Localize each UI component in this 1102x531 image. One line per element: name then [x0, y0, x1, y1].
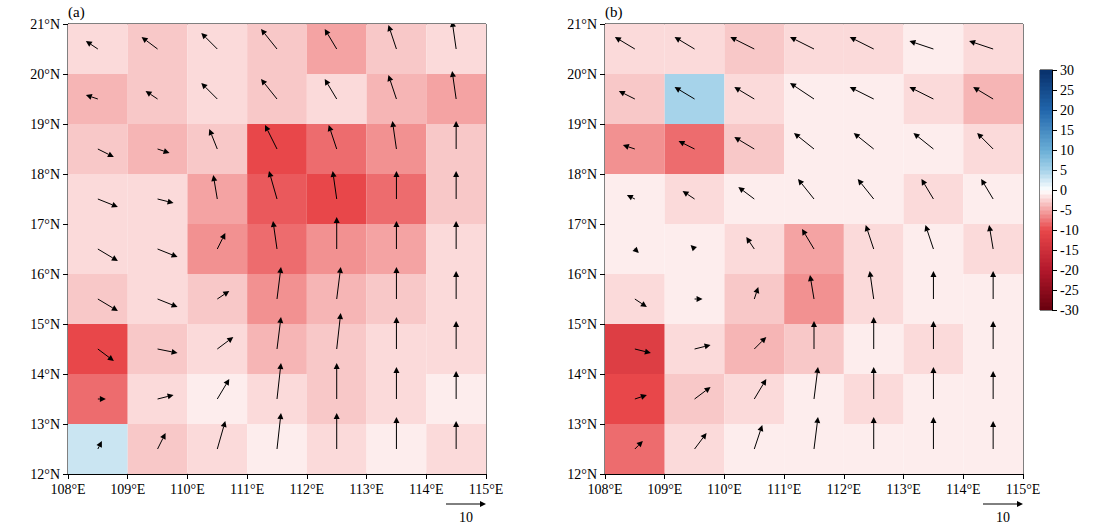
svg-text:12°N: 12°N [567, 467, 597, 482]
svg-text:110°E: 110°E [707, 482, 742, 497]
svg-text:(b): (b) [605, 4, 623, 21]
svg-text:108°E: 108°E [50, 482, 85, 497]
svg-text:10: 10 [996, 510, 1010, 525]
svg-text:12°N: 12°N [30, 467, 60, 482]
svg-text:112°E: 112°E [290, 482, 325, 497]
svg-text:110°E: 110°E [170, 482, 205, 497]
svg-text:115°E: 115°E [1006, 482, 1041, 497]
svg-text:14°N: 14°N [567, 367, 597, 382]
svg-text:21°N: 21°N [567, 17, 597, 32]
svg-text:14°N: 14°N [30, 367, 60, 382]
svg-text:109°E: 109°E [110, 482, 145, 497]
svg-text:17°N: 17°N [30, 217, 60, 232]
svg-text:-20: -20 [1060, 263, 1079, 278]
svg-text:113°E: 113°E [886, 482, 921, 497]
svg-text:20°N: 20°N [30, 67, 60, 82]
svg-text:111°E: 111°E [230, 482, 264, 497]
svg-text:0: 0 [1060, 183, 1067, 198]
svg-text:(a): (a) [68, 4, 85, 21]
svg-text:20: 20 [1060, 103, 1074, 118]
svg-text:13°N: 13°N [567, 417, 597, 432]
svg-text:111°E: 111°E [767, 482, 801, 497]
svg-text:20°N: 20°N [567, 67, 597, 82]
svg-text:18°N: 18°N [567, 167, 597, 182]
svg-text:-15: -15 [1060, 243, 1079, 258]
svg-text:-25: -25 [1060, 283, 1079, 298]
svg-text:114°E: 114°E [409, 482, 444, 497]
svg-text:108°E: 108°E [587, 482, 622, 497]
svg-text:15: 15 [1060, 123, 1074, 138]
svg-text:15°N: 15°N [30, 317, 60, 332]
svg-text:-5: -5 [1060, 203, 1072, 218]
svg-text:113°E: 113°E [349, 482, 384, 497]
svg-text:-30: -30 [1060, 303, 1079, 318]
svg-text:5: 5 [1060, 163, 1067, 178]
svg-text:30: 30 [1060, 63, 1074, 78]
svg-text:112°E: 112°E [827, 482, 862, 497]
svg-text:19°N: 19°N [30, 117, 60, 132]
svg-text:25: 25 [1060, 83, 1074, 98]
svg-text:15°N: 15°N [567, 317, 597, 332]
svg-text:114°E: 114°E [946, 482, 981, 497]
svg-text:18°N: 18°N [30, 167, 60, 182]
svg-text:10: 10 [459, 510, 473, 525]
svg-text:16°N: 16°N [567, 267, 597, 282]
svg-text:115°E: 115°E [469, 482, 504, 497]
svg-text:13°N: 13°N [30, 417, 60, 432]
svg-text:109°E: 109°E [647, 482, 682, 497]
svg-text:19°N: 19°N [567, 117, 597, 132]
svg-text:16°N: 16°N [30, 267, 60, 282]
svg-text:21°N: 21°N [30, 17, 60, 32]
svg-text:-10: -10 [1060, 223, 1079, 238]
svg-text:10: 10 [1060, 143, 1074, 158]
svg-text:17°N: 17°N [567, 217, 597, 232]
